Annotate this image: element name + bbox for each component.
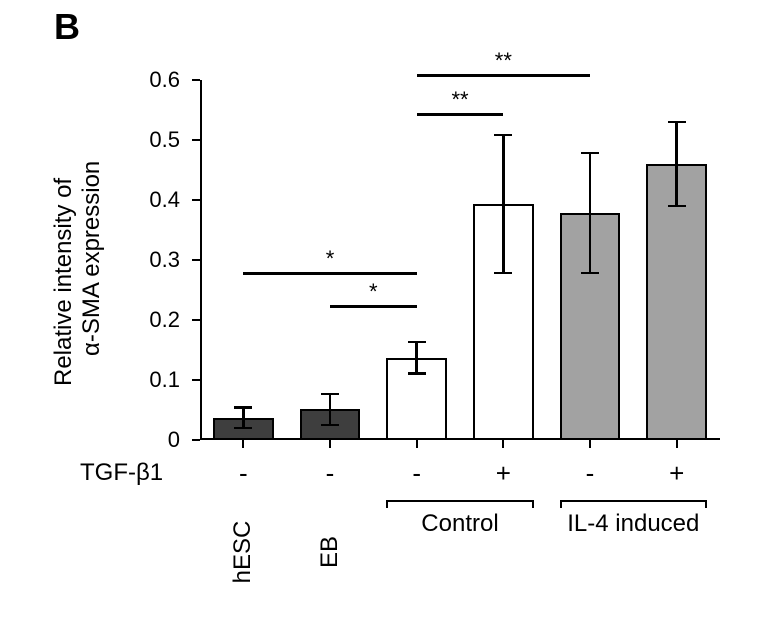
errorbar-cap-bottom	[581, 272, 599, 275]
y-tick	[192, 379, 200, 381]
x-tick	[329, 440, 331, 448]
group-bracket-end	[532, 500, 534, 508]
y-axis-title-line: α-SMA expression	[78, 161, 106, 356]
errorbar-cap-bottom	[234, 427, 252, 430]
significance-bar	[417, 74, 590, 77]
category-label-rotated: EB	[316, 502, 344, 602]
errorbar-stem	[415, 342, 418, 373]
y-axis	[200, 80, 202, 440]
y-tick	[192, 439, 200, 441]
x-tick	[502, 440, 504, 448]
errorbar-cap-top	[668, 121, 686, 124]
x-axis	[200, 438, 720, 440]
x-tick	[416, 440, 418, 448]
errorbar-cap-top	[581, 152, 599, 155]
errorbar-stem	[242, 408, 245, 428]
group-bracket-end	[560, 500, 562, 508]
errorbar-cap-bottom	[494, 272, 512, 275]
significance-label: *	[343, 279, 403, 305]
y-tick-label: 0.3	[120, 247, 180, 273]
group-bracket	[386, 500, 533, 502]
significance-bar	[417, 113, 504, 116]
errorbar-stem	[329, 394, 332, 425]
tgf-value: -	[310, 458, 350, 489]
category-label-rotated: hESC	[229, 502, 257, 602]
x-tick	[589, 440, 591, 448]
group-bracket-end	[386, 500, 388, 508]
errorbar-stem	[675, 122, 678, 206]
errorbar-cap-bottom	[321, 424, 339, 427]
errorbar-cap-top	[494, 134, 512, 137]
tgf-value: -	[570, 458, 610, 489]
group-label: IL-4 induced	[560, 510, 707, 538]
errorbar-cap-bottom	[408, 372, 426, 375]
y-tick	[192, 139, 200, 141]
y-tick	[192, 259, 200, 261]
tgf-value: +	[483, 458, 523, 489]
panel-label: B	[54, 6, 80, 48]
errorbar-cap-top	[321, 393, 339, 396]
errorbar-cap-top	[234, 406, 252, 409]
significance-label: **	[430, 87, 490, 113]
group-bracket	[560, 500, 707, 502]
errorbar-cap-top	[408, 341, 426, 344]
y-tick	[192, 199, 200, 201]
y-tick	[192, 79, 200, 81]
tgf-value: -	[223, 458, 263, 489]
errorbar-cap-bottom	[668, 205, 686, 208]
y-axis-title-line: Relative intensity of	[50, 178, 78, 386]
x-tick	[242, 440, 244, 448]
tgf-value: -	[397, 458, 437, 489]
significance-label: *	[300, 246, 360, 272]
y-tick	[192, 319, 200, 321]
y-tick-label: 0.2	[120, 307, 180, 333]
y-tick-label: 0.5	[120, 127, 180, 153]
group-label: Control	[386, 510, 533, 538]
y-tick-label: 0.4	[120, 187, 180, 213]
significance-bar	[243, 272, 416, 275]
y-tick-label: 0.1	[120, 367, 180, 393]
errorbar-stem	[502, 135, 505, 273]
tgf-beta1-label: TGF-β1	[80, 459, 163, 487]
x-tick	[676, 440, 678, 448]
group-bracket-end	[705, 500, 707, 508]
y-tick-label: 0.6	[120, 67, 180, 93]
y-tick-label: 0	[120, 427, 180, 453]
significance-bar	[330, 305, 417, 308]
errorbar-stem	[589, 153, 592, 273]
tgf-value: +	[657, 458, 697, 489]
significance-label: **	[473, 48, 533, 74]
